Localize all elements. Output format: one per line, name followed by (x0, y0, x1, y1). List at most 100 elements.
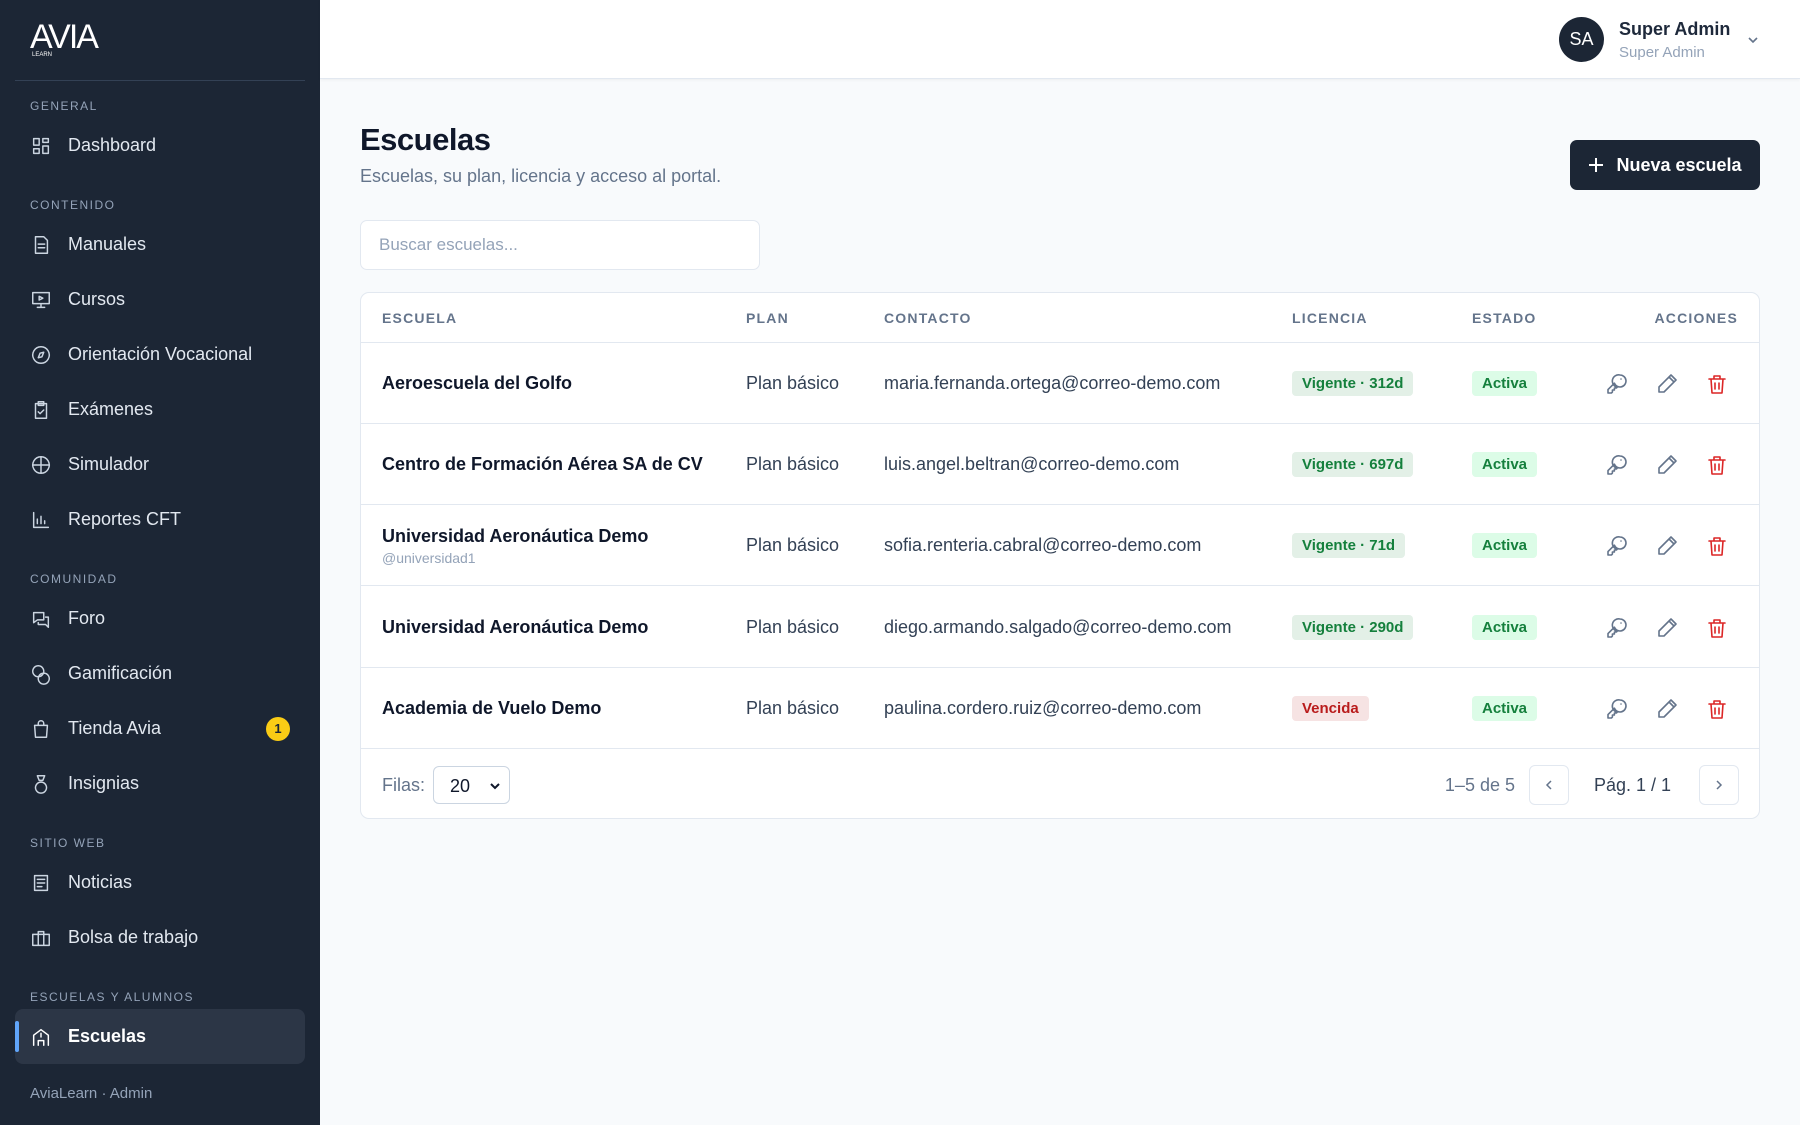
nav-label: Manuales (68, 234, 147, 254)
table-row: Academia de Vuelo Demo Plan básico paulina… (361, 668, 1759, 749)
nav-label: Gamificación (68, 663, 173, 683)
table-row: Universidad Aeronáutica Demo @universidad… (361, 505, 1759, 587)
key-button[interactable] (1605, 453, 1629, 477)
nav-item[interactable]: Escuelas (15, 1009, 305, 1064)
plan-cell: Plan básico (746, 454, 840, 475)
search-input[interactable]: Buscar escuelas... (360, 220, 760, 270)
prev-icon (1545, 780, 1552, 790)
status-badge: Activa (1472, 533, 1538, 559)
delete-button[interactable] (1705, 697, 1729, 721)
logo-mark: AVIA (30, 18, 99, 56)
school-name: Universidad Aeronáutica Demo (382, 525, 649, 546)
nav-label: Escuelas (68, 1026, 147, 1046)
license-cell: Vencida (1292, 668, 1369, 749)
nav-section: COMUNIDAD Foro Gamificación Tienda Avia 1 Ins… (15, 572, 305, 811)
button-label: Nueva escuela (1616, 154, 1742, 175)
nav-item[interactable]: Tienda Avia 1 (15, 701, 305, 756)
nav-icon (33, 719, 49, 738)
nav-section: GENERAL Dashboard (15, 99, 305, 173)
school-name: Centro de Formación Aérea SA de CV (382, 454, 703, 475)
nav-item[interactable]: Dashboard (15, 118, 305, 173)
nav-section-label: ESCUELAS Y ALUMNOS (30, 990, 194, 1004)
edit-button[interactable] (1655, 534, 1679, 558)
license-badge: Vencida (1292, 695, 1369, 721)
nav-item[interactable]: Bolsa de trabajo (15, 910, 305, 965)
license-cell: Vigente · 290d (1292, 587, 1414, 668)
edit-button[interactable] (1655, 453, 1679, 477)
license-cell: Vigente · 697d (1292, 424, 1414, 505)
license-badge: Vigente · 697d (1292, 452, 1414, 478)
plus-icon (1589, 158, 1604, 172)
nav-label: Dashboard (68, 135, 157, 155)
contact-cell: luis.angel.beltran@correo-demo.com (884, 454, 1180, 475)
nav-label: Exámenes (68, 399, 154, 419)
user-role: Super Admin (1619, 44, 1705, 61)
column-header: CONTACTO (884, 310, 972, 326)
delete-button[interactable] (1705, 453, 1729, 477)
table-header: ESCUELA PLAN CONTACTO LICENCIA ESTADO ACCIONE… (361, 293, 1759, 343)
edit-button[interactable] (1655, 372, 1679, 396)
rows-select[interactable]: 20 (433, 766, 510, 804)
nav-item[interactable]: Cursos (15, 272, 305, 327)
next-icon (1716, 780, 1723, 790)
nav-icon (32, 1028, 50, 1046)
nav-label: Simulador (68, 454, 150, 474)
table-row: Aeroescuela del Golfo Plan básico maria.fe… (361, 343, 1759, 424)
nav-icon (34, 400, 48, 419)
nav-section-label: COMUNIDAD (30, 572, 118, 586)
delete-button[interactable] (1705, 534, 1729, 558)
nav-item[interactable]: Exámenes (15, 382, 305, 437)
edit-button[interactable] (1655, 616, 1679, 640)
page-text: Pág. 1 / 1 (1593, 775, 1671, 795)
nav-item[interactable]: Manuales (15, 217, 305, 272)
sidebar-footer: AviaLearn · Admin (30, 1085, 153, 1102)
school-cell: Universidad Aeronáutica Demo (382, 587, 648, 668)
edit-button[interactable] (1655, 697, 1679, 721)
delete-button[interactable] (1705, 616, 1729, 640)
school-cell: Centro de Formación Aérea SA de CV (382, 424, 703, 505)
nav-icon (32, 611, 50, 628)
key-button[interactable] (1605, 534, 1629, 558)
user-menu-chevron[interactable] (1746, 33, 1760, 47)
prev-page[interactable] (1529, 765, 1569, 805)
nav-icon (34, 235, 49, 254)
key-button[interactable] (1605, 616, 1629, 640)
nav-sections: GENERAL Dashboard CONTENIDO Manuales Cursos O… (15, 99, 305, 1064)
status-cell: Activa (1472, 587, 1538, 668)
license-cell: Vigente · 71d (1292, 505, 1406, 586)
nav-icon (32, 455, 50, 474)
next-page[interactable] (1699, 765, 1739, 805)
key-button[interactable] (1605, 372, 1629, 396)
logo-sub: LEARN (32, 52, 53, 58)
key-button[interactable] (1605, 697, 1629, 721)
school-handle: @universidad1 (382, 549, 476, 566)
topbar: SA Super Admin Super Admin (320, 0, 1800, 79)
nav-item[interactable]: Noticias (15, 855, 305, 910)
logo[interactable]: AVIA LEARN (15, 0, 305, 81)
nav-label: Insignias (68, 773, 140, 793)
nav-item[interactable]: Reportes CFT (15, 492, 305, 547)
nav-section-label: SITIO WEB (30, 836, 106, 850)
status-badge: Activa (1472, 452, 1538, 478)
page-subtitle: Escuelas, su plan, licencia y acceso al … (360, 166, 722, 186)
contact-cell: diego.armando.salgado@correo-demo.com (884, 616, 1232, 637)
table-row: Centro de Formación Aérea SA de CV Plan b… (361, 424, 1759, 506)
plan-cell: Plan básico (746, 535, 840, 556)
rows-label: Filas: (382, 775, 426, 795)
nav-item[interactable]: Gamificación (15, 646, 305, 701)
avatar[interactable]: SA (1559, 17, 1604, 62)
nav-item[interactable]: Insignias (15, 756, 305, 811)
nav-item[interactable]: Orientación Vocacional (15, 327, 305, 382)
select-chevron (490, 783, 500, 790)
delete-button[interactable] (1705, 372, 1729, 396)
nav-item[interactable]: Foro (15, 591, 305, 646)
nav-item[interactable]: Simulador (15, 437, 305, 492)
plan-cell: Plan básico (746, 373, 840, 393)
sidebar: AVIA LEARN GENERAL Dashboard CONTENIDO Manu… (0, 0, 320, 1125)
nav-label: Cursos (68, 289, 126, 309)
new-school-button[interactable]: Nueva escuela (1570, 140, 1760, 190)
contact-cell: maria.fernanda.ortega@correo-demo.com (884, 373, 1221, 393)
user-name[interactable]: Super Admin (1619, 19, 1731, 39)
nav-icon (32, 137, 50, 154)
